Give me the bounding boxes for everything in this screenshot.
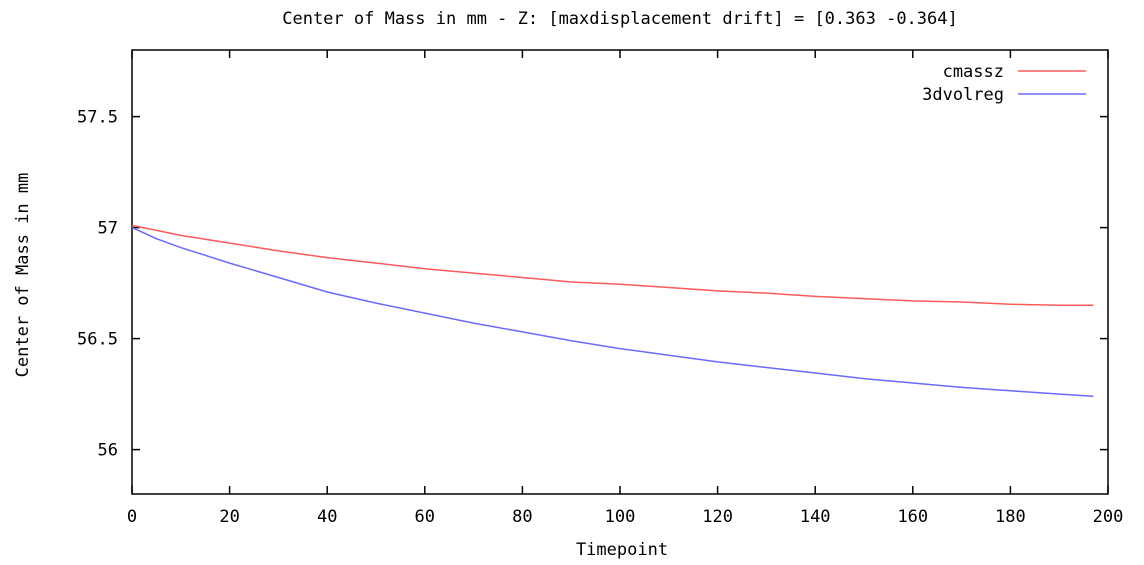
- x-axis-label: Timepoint: [576, 540, 668, 560]
- x-tick-label: 140: [800, 507, 831, 527]
- x-tick-label: 120: [702, 507, 733, 527]
- y-tick-label: 56.5: [77, 330, 118, 350]
- x-tick-label: 20: [219, 507, 239, 527]
- x-tick-label: 160: [897, 507, 928, 527]
- y-tick-label: 57.5: [77, 108, 118, 128]
- x-tick-label: 0: [127, 507, 137, 527]
- series-line-3dvolreg: [131, 226, 1094, 398]
- x-tick-label: 100: [605, 507, 636, 527]
- legend: cmassz 3dvolreg: [922, 62, 1086, 105]
- x-tick-label: 80: [512, 507, 532, 527]
- x-tick-label: 200: [1093, 507, 1124, 527]
- y-tick-label: 56: [98, 441, 118, 461]
- y-axis-label: Center of Mass in mm: [13, 173, 33, 378]
- x-tick-label: 180: [995, 507, 1026, 527]
- x-tick-label: 60: [415, 507, 435, 527]
- legend-label: cmassz: [943, 62, 1004, 82]
- axis-ticks: 0 20 40 60 80 100 120 140 160 180 200 56 56.5 57 57.5: [77, 50, 1123, 527]
- chart-title: Center of Mass in mm - Z: [maxdisplaceme…: [282, 9, 958, 29]
- x-tick-label: 40: [317, 507, 337, 527]
- series-lines: [131, 224, 1094, 398]
- series-line-cmassz: [131, 224, 1094, 307]
- y-tick-label: 57: [98, 219, 118, 239]
- legend-label: 3dvolreg: [922, 85, 1004, 105]
- plot-frame: [131, 49, 1109, 495]
